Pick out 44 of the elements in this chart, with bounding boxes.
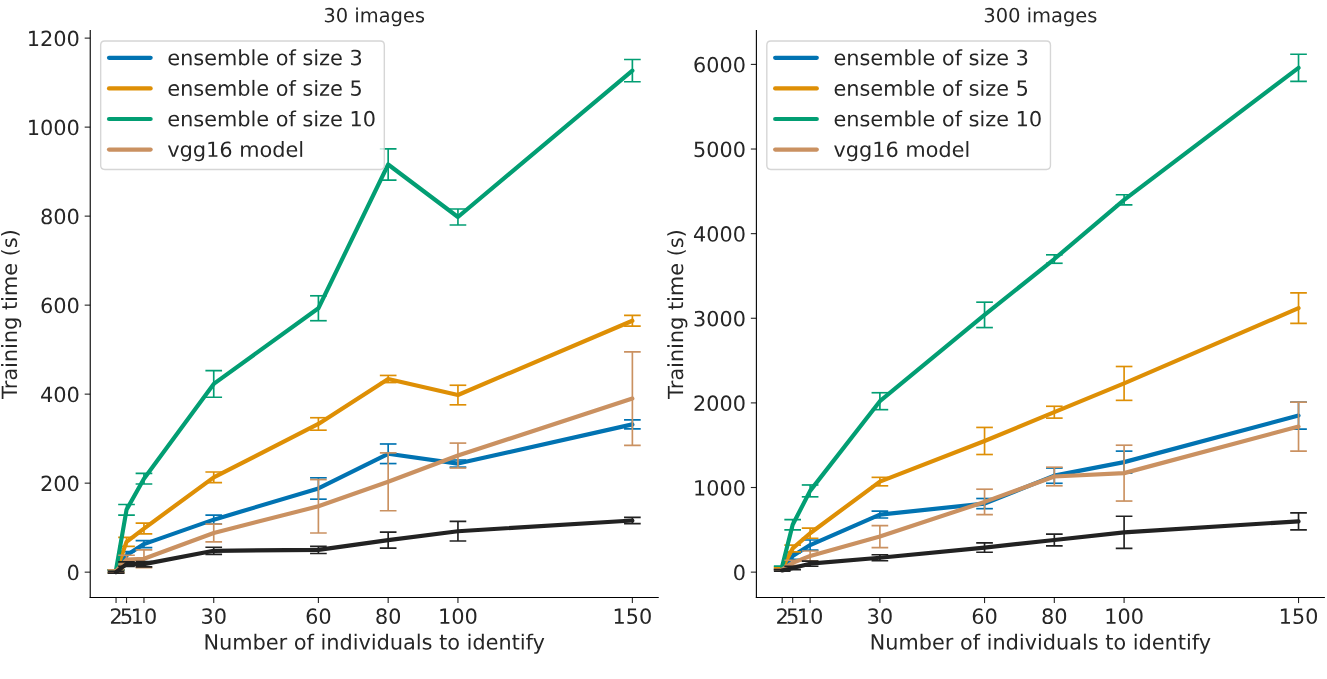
y-tick-label: 6000 (694, 56, 745, 73)
x-tick-label: 150 (614, 608, 651, 625)
x-tick-label: 100 (440, 608, 477, 625)
y-tick-label: 4000 (693, 226, 745, 242)
legend-label: vgg16 model (834, 141, 969, 162)
x-tick-label: 150 (1280, 608, 1318, 625)
x-tick-label: 60 (972, 608, 997, 625)
x-tick-label: 60 (306, 608, 331, 625)
x-tick-label: 30 (202, 608, 226, 625)
y-tick-label: 5000 (694, 141, 745, 158)
y-axis-title: Training time (s) (1, 231, 22, 399)
legend-label: ensemble of size 5 (168, 79, 361, 97)
x-tick-label: 30 (868, 608, 892, 625)
x-tick-label: 5 (121, 608, 132, 625)
legend-label: ensemble of size 3 (168, 49, 362, 66)
x-tick-label: 80 (376, 608, 401, 625)
y-tick-label: 1000 (695, 479, 745, 496)
x-tick-label: 100 (1106, 608, 1143, 625)
y-tick-label: 400 (41, 386, 79, 403)
legend-label: vgg16 model (167, 141, 303, 162)
y-tick-label: 1000 (29, 119, 79, 136)
y-tick-label: 200 (41, 475, 79, 492)
y-axis-title: Training time (s) (667, 231, 688, 399)
legend-label: ensemble of size 10 (168, 110, 375, 127)
legend-label: ensemble of size 10 (834, 110, 1041, 127)
x-tick-label: 80 (1042, 608, 1067, 625)
x-tick-label: 10 (799, 608, 822, 625)
y-tick-label: 1200 (29, 30, 79, 47)
y-tick-label: 0 (734, 564, 745, 581)
x-axis-title: Number of individuals to identify (205, 633, 545, 654)
y-tick-label: 3000 (694, 310, 745, 327)
legend-label: ensemble of size 5 (834, 79, 1028, 97)
chart-title: 30 images (324, 7, 425, 27)
y-tick-label: 800 (41, 208, 79, 225)
chart-title: 300 images (984, 7, 1097, 27)
y-tick-label: 2000 (694, 395, 745, 412)
legend-label: ensemble of size 3 (834, 49, 1028, 66)
x-axis-title: Number of individuals to identify (871, 633, 1211, 654)
y-tick-label: 600 (41, 297, 79, 314)
x-tick-label: 2 (777, 608, 787, 624)
x-tick-label: 2 (110, 608, 121, 624)
y-tick-label: 0 (67, 564, 79, 581)
x-tick-label: 5 (787, 608, 798, 625)
x-tick-label: 10 (132, 608, 156, 625)
